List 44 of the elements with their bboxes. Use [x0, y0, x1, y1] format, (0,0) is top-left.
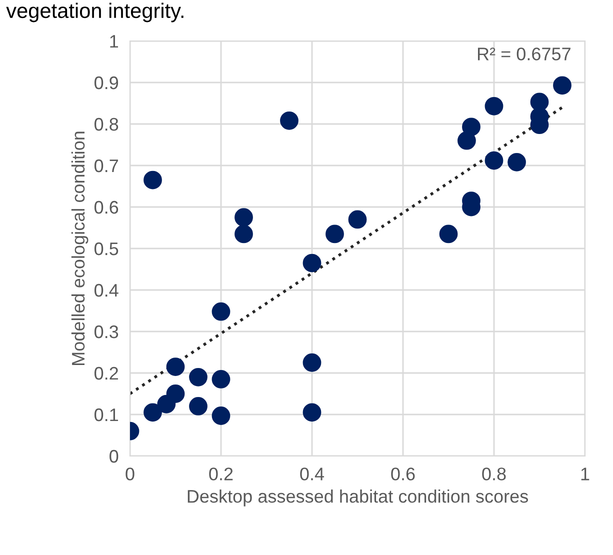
y-tick-label: 0 — [110, 450, 118, 463]
x-tick-label: 0.8 — [482, 468, 506, 480]
y-tick-label: 0.6 — [94, 200, 118, 214]
text: vegetation integrity. — [6, 2, 184, 22]
x-tick-label: 0.4 — [300, 468, 324, 480]
point — [166, 384, 185, 403]
x-tick-label: 0.6 — [391, 468, 415, 480]
point — [144, 403, 162, 422]
point — [462, 118, 480, 136]
y-tick-label: 0.1 — [94, 408, 118, 422]
point — [484, 151, 504, 170]
point — [212, 370, 230, 388]
point — [302, 403, 322, 422]
point — [553, 76, 572, 95]
y-tick-label: 0.2 — [94, 366, 118, 380]
point — [144, 170, 162, 190]
point — [302, 254, 322, 272]
point — [212, 406, 230, 425]
point — [166, 358, 185, 376]
y-tick-label: 0.4 — [94, 284, 118, 297]
point — [189, 397, 208, 416]
y-tick-label: 0.8 — [94, 118, 118, 131]
y-tick-label: 0.3 — [94, 325, 118, 338]
y-tick-label: 0.9 — [94, 76, 118, 90]
point — [234, 208, 253, 227]
point — [234, 224, 253, 244]
annotation: R² = 0.6757 — [478, 48, 570, 60]
y-axis-title: Modelled ecological condition — [71, 132, 88, 365]
x-tick-label: 1 — [581, 468, 590, 480]
y-tick-label: 0.7 — [94, 159, 118, 172]
point — [280, 111, 298, 130]
y-tick-label: 0.5 — [94, 242, 118, 256]
y-tick-label: 1 — [110, 35, 118, 48]
point — [508, 152, 526, 172]
point — [189, 368, 208, 386]
point — [484, 96, 504, 116]
point — [302, 353, 322, 372]
point — [326, 224, 344, 244]
x-axis-title: Desktop assessed habitat condition scores — [188, 490, 528, 506]
x-tick-label: 0 — [126, 468, 134, 480]
point — [348, 210, 367, 229]
x-tick-label: 0.2 — [209, 468, 233, 480]
point — [439, 224, 458, 244]
point — [212, 302, 230, 321]
